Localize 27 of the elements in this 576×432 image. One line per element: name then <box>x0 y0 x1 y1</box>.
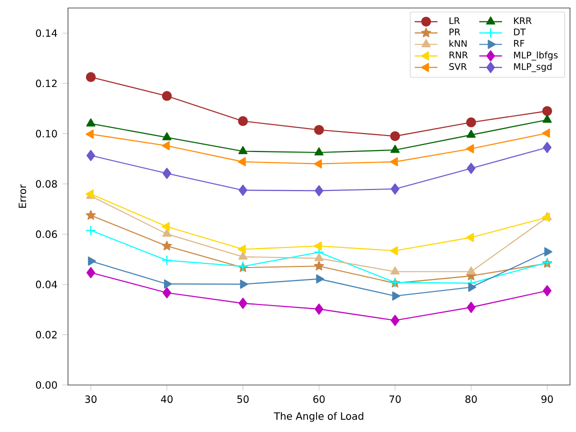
x-tick-label: 90 <box>541 395 553 403</box>
legend-label: MLP_sgd <box>514 63 552 72</box>
y-tick-label: 0.14 <box>36 29 58 37</box>
legend-label: RNR <box>450 52 468 58</box>
y-tick-label: 0.02 <box>36 330 57 339</box>
y-tick-label: 0.10 <box>36 130 57 138</box>
y-tick-label: 0.06 <box>36 230 57 238</box>
x-tick-label: 70 <box>390 395 401 403</box>
legend-label: KRR <box>514 17 532 24</box>
legend-label: LR <box>450 17 460 24</box>
x-tick-label: 50 <box>237 395 249 403</box>
y-tick-label: 0.00 <box>36 381 57 389</box>
x-tick-label: 30 <box>85 395 97 403</box>
x-tick-label: 60 <box>313 395 325 403</box>
y-axis-title: Error <box>18 184 26 208</box>
x-axis-title: The Angle of Load <box>274 412 364 422</box>
x-tick-label: 40 <box>161 395 173 403</box>
legend-label: PR <box>450 28 460 36</box>
legend-label: DT <box>514 28 526 36</box>
y-tick-label: 0.08 <box>36 180 57 188</box>
legend-label: kNN <box>449 40 467 47</box>
legend-label: MLP_lbfgs <box>514 51 558 60</box>
y-tick-label: 0.04 <box>36 280 58 288</box>
legend-label: SVR <box>449 63 467 70</box>
y-tick-label: 0.12 <box>36 80 57 88</box>
x-tick-label: 80 <box>465 395 477 403</box>
legend-label: RF <box>514 40 524 47</box>
